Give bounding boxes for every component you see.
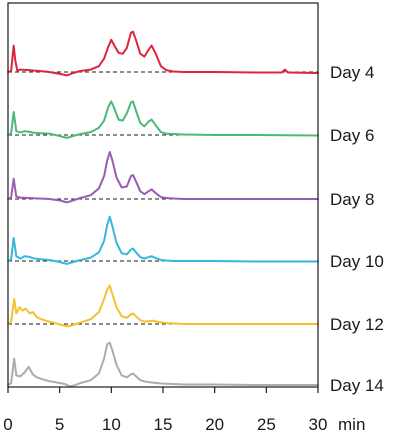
legend-label-1: Day 4 [330,63,374,82]
x-tick-label-2: 10 [102,415,121,434]
legend-label-6: Day 14 [330,376,384,395]
trace-series-4 [7,215,319,265]
x-axis-unit-label: min [338,415,365,434]
x-tick-label-0: 0 [3,415,12,434]
x-tick-label-5: 25 [257,415,276,434]
traces [7,30,319,388]
trace-series-3 [7,151,319,204]
trace-series-2 [7,100,319,139]
x-tick-label-6: 30 [309,415,328,434]
legend-label-5: Day 12 [330,315,384,334]
day-labels: Day 4 Day 6 Day 8 Day 10 Day 12 Day 14 [330,63,384,395]
x-tick-label-3: 15 [154,415,173,434]
plot-frame [7,2,319,388]
x-tick-label-4: 20 [205,415,224,434]
trace-series-1 [7,30,319,77]
x-tick-label-1: 5 [55,415,64,434]
trace-series-5 [7,284,319,328]
x-axis: 0 5 10 15 20 25 30 [3,387,327,434]
legend-label-2: Day 6 [330,126,374,145]
legend-label-3: Day 8 [330,190,374,209]
trace-series-6 [7,341,319,388]
legend-label-4: Day 10 [330,252,384,271]
